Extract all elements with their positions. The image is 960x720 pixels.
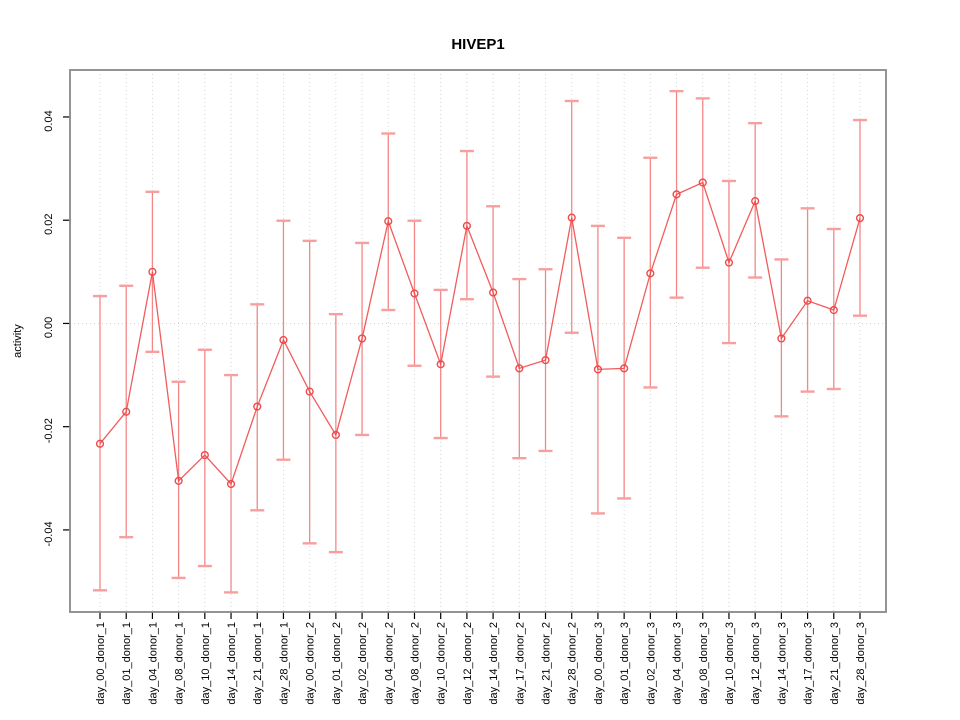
- data-point: [200, 450, 209, 460]
- x-tick-label: day_21_donor_3: [829, 622, 841, 705]
- x-tick-label: day_08_donor_2: [409, 622, 421, 705]
- x-tick-label: day_10_donor_1: [200, 622, 212, 705]
- x-tick-label: day_02_donor_3: [645, 622, 657, 705]
- data-point: [436, 360, 445, 369]
- data-point: [593, 365, 603, 374]
- data-point: [226, 479, 236, 489]
- data-point: [803, 296, 812, 305]
- data-point: [357, 334, 367, 343]
- data-point: [489, 288, 498, 297]
- y-axis-title: activity: [12, 324, 24, 358]
- x-tick-label: day_01_donor_3: [619, 622, 631, 705]
- y-tick-label: -0.04: [43, 521, 55, 546]
- data-point: [541, 355, 550, 365]
- x-tick-label: day_04_donor_3: [672, 622, 684, 705]
- x-tick-label: day_08_donor_3: [698, 622, 710, 705]
- data-point: [855, 214, 865, 223]
- y-tick-label: -0.02: [43, 418, 55, 443]
- x-tick-label: day_14_donor_1: [226, 622, 238, 705]
- data-point: [305, 387, 314, 396]
- series-line: [99, 181, 861, 486]
- x-tick-label: day_10_donor_3: [724, 622, 736, 705]
- x-tick-label: day_12_donor_2: [462, 622, 474, 705]
- x-tick-label: day_01_donor_2: [331, 622, 343, 705]
- x-tick-label: day_17_donor_2: [514, 622, 526, 705]
- data-point: [751, 197, 760, 206]
- data-point: [331, 430, 340, 440]
- x-tick-label: day_04_donor_2: [383, 622, 395, 705]
- x-tick-label: day_28_donor_1: [278, 622, 290, 705]
- data-point: [410, 289, 419, 298]
- data-point: [148, 267, 157, 276]
- x-tick-label: day_00_donor_2: [305, 622, 317, 705]
- x-tick-label: day_28_donor_3: [855, 622, 867, 705]
- x-tick-label: day_21_donor_2: [541, 622, 553, 705]
- x-tick-label: day_02_donor_2: [357, 622, 369, 705]
- data-point: [724, 258, 734, 267]
- data-point: [646, 269, 655, 278]
- x-tick-label: day_14_donor_3: [776, 622, 788, 705]
- x-tick-label: day_00_donor_1: [95, 622, 107, 705]
- x-tick-label: day_10_donor_2: [436, 622, 448, 705]
- y-tick-label: 0.00: [43, 317, 55, 338]
- data-point: [279, 335, 288, 345]
- x-tick-label: day_28_donor_2: [567, 622, 579, 705]
- y-tick-label: 0.04: [43, 110, 55, 131]
- x-tick-label: day_14_donor_2: [488, 622, 500, 705]
- data-point: [698, 178, 707, 187]
- y-tick-label: 0.02: [43, 214, 55, 235]
- data-point: [829, 305, 838, 315]
- data-point: [567, 213, 576, 222]
- data-point: [515, 364, 524, 373]
- x-tick-label: day_00_donor_3: [593, 622, 605, 705]
- data-point: [253, 402, 262, 411]
- plot-box: [69, 69, 887, 613]
- data-point: [620, 364, 629, 373]
- data-point: [384, 217, 393, 226]
- data-point: [174, 476, 183, 485]
- x-tick-label: day_04_donor_1: [147, 622, 159, 705]
- x-tick-label: day_12_donor_3: [750, 622, 762, 705]
- data-point: [462, 221, 471, 230]
- chart-title: HIVEP1: [451, 36, 505, 53]
- x-tick-label: day_17_donor_3: [803, 622, 815, 705]
- data-point: [95, 439, 105, 448]
- x-tick-label: day_01_donor_1: [121, 622, 133, 705]
- x-tick-label: day_08_donor_1: [174, 622, 186, 705]
- data-point: [672, 190, 681, 199]
- data-point: [777, 334, 786, 343]
- data-point: [122, 407, 131, 416]
- x-tick-label: day_21_donor_1: [252, 622, 264, 705]
